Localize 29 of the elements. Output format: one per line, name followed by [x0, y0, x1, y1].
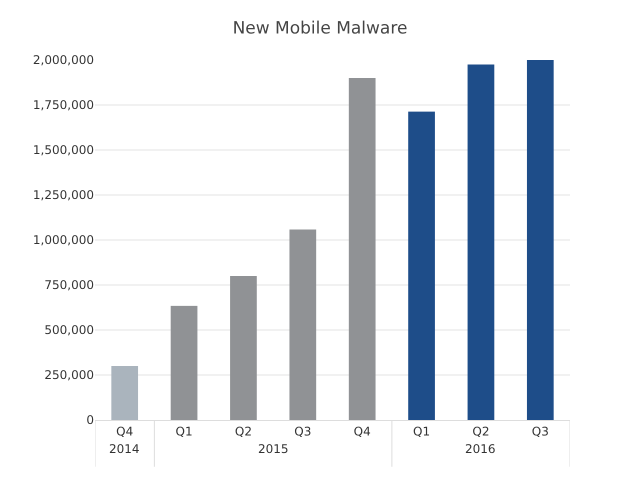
x-tick-label: Q3: [532, 424, 549, 438]
text: 2014: [109, 442, 140, 456]
y-tick-label: 500,000: [44, 323, 94, 338]
bar: [170, 306, 198, 420]
bar: [468, 64, 494, 420]
x-tick-label: Q4: [116, 424, 134, 438]
y-tick-label: 250,000: [44, 368, 94, 382]
x-tick-label: Q1: [413, 424, 430, 438]
x-tick-label: Q4: [354, 424, 371, 438]
y-tick-label: 0: [86, 413, 94, 428]
y-tick-label: 750,000: [44, 278, 94, 292]
bar: [230, 276, 257, 420]
bar: [408, 112, 435, 420]
y-tick-label: 1,250,000: [32, 188, 94, 202]
y-tick-label: 1,750,000: [32, 98, 94, 112]
x-tick-label: Q2: [472, 424, 490, 438]
text: 2015: [258, 442, 289, 456]
bar: [348, 78, 376, 420]
bar: [289, 230, 316, 420]
bar: [526, 60, 554, 420]
chart-title: New Mobile Malware: [232, 18, 408, 38]
y-tick-label: 1,000,000: [32, 233, 94, 248]
y-tick-label: 2,000,000: [32, 53, 94, 68]
x-tick-label: Q2: [234, 424, 252, 438]
x-tick-label: Q1: [176, 424, 193, 438]
y-tick-label: 1,500,000: [32, 143, 94, 158]
bar: [111, 366, 138, 420]
text: 2016: [465, 442, 496, 456]
x-tick-label: Q3: [294, 424, 312, 438]
